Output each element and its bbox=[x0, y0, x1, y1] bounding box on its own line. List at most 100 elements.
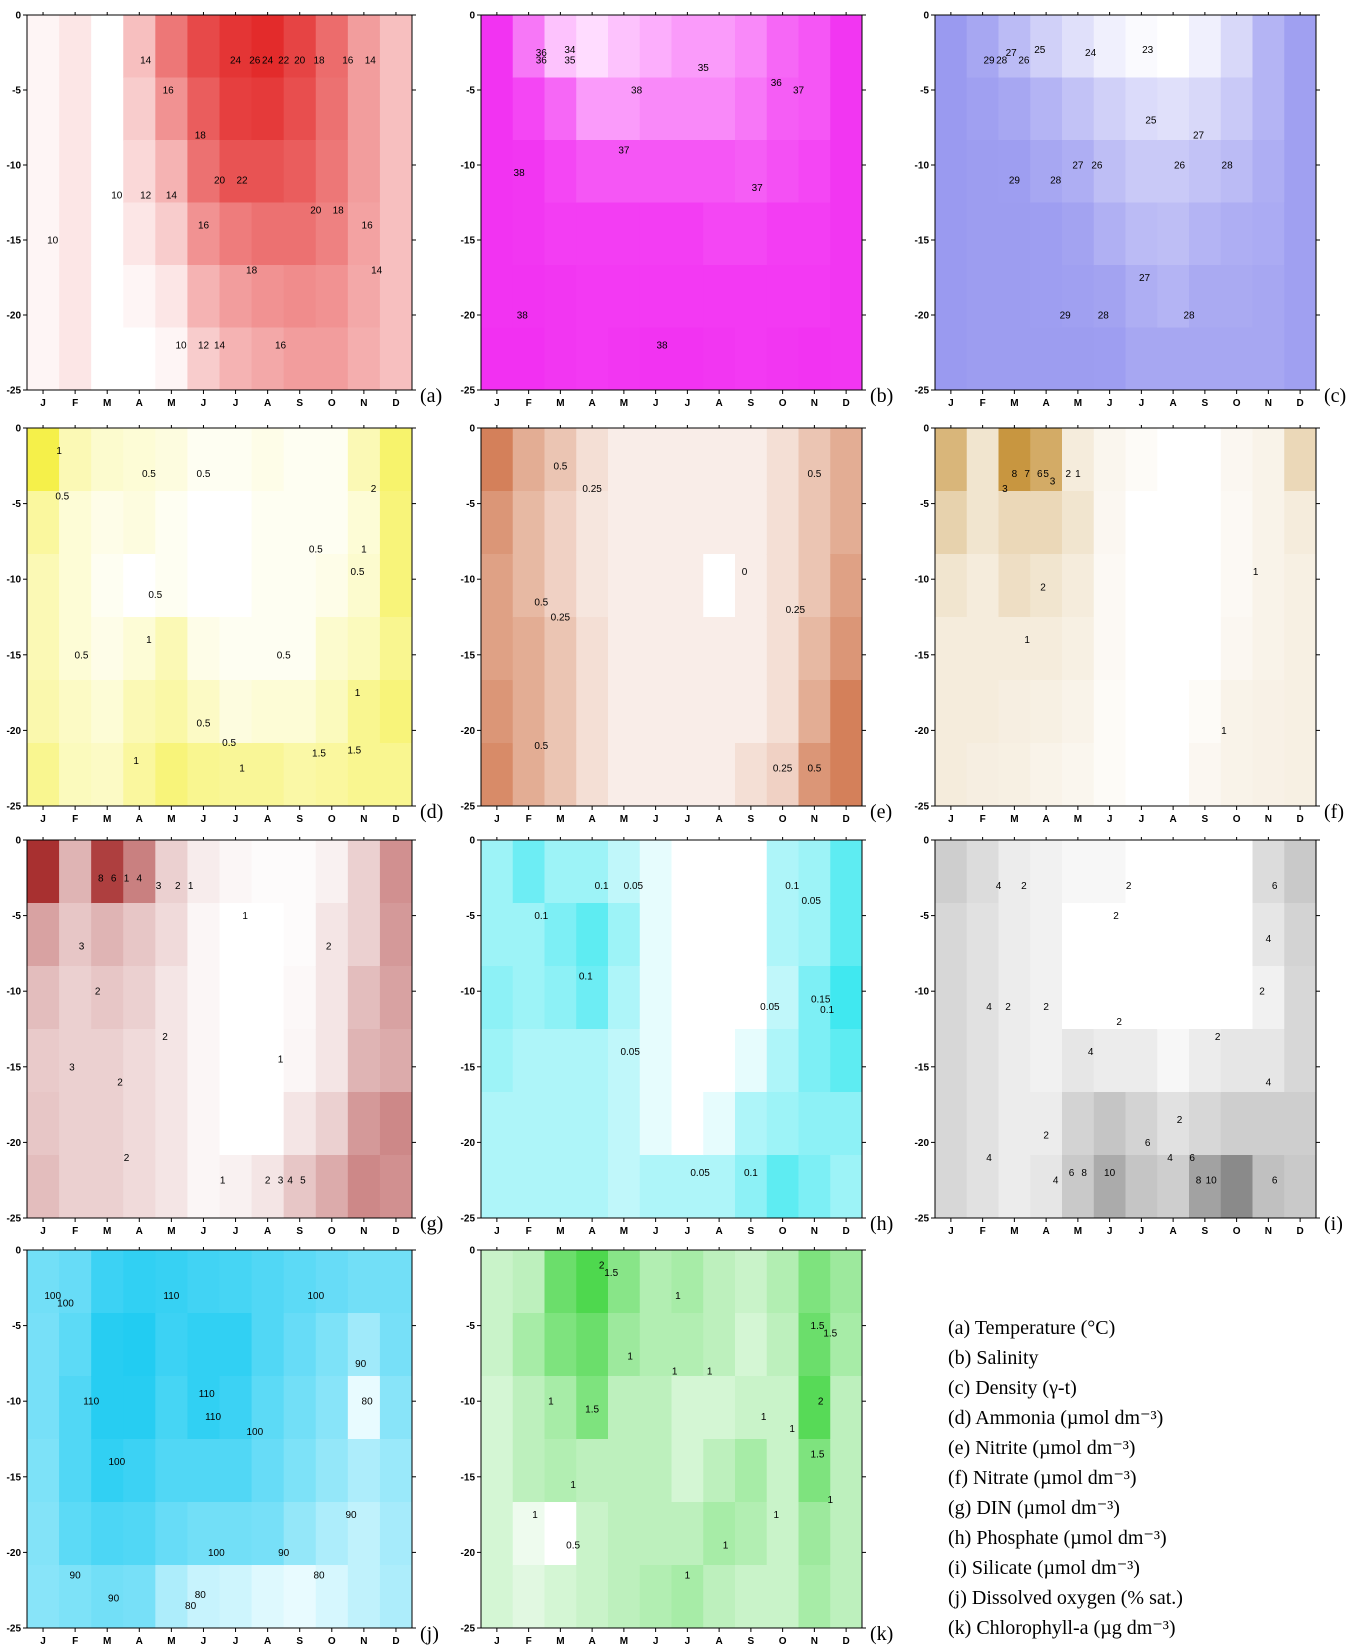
heatmap-cell bbox=[27, 491, 60, 555]
heatmap-cell bbox=[27, 15, 60, 79]
heatmap-cell bbox=[576, 491, 609, 555]
x-tick-label: M bbox=[556, 1636, 564, 1647]
heatmap-cell bbox=[187, 1565, 221, 1628]
heatmap-cell bbox=[966, 1029, 1000, 1093]
heatmap-cell bbox=[830, 680, 862, 744]
heatmap-cell bbox=[1157, 202, 1190, 266]
heatmap-cell bbox=[671, 840, 704, 904]
heatmap-cell bbox=[671, 77, 704, 141]
y-tick-label: 0 bbox=[469, 11, 475, 22]
heatmap-cell bbox=[155, 680, 189, 744]
heatmap-cell bbox=[576, 903, 609, 967]
contour-label: 1.5 bbox=[811, 1450, 825, 1461]
heatmap-cell bbox=[219, 903, 253, 967]
x-tick-label: S bbox=[748, 1226, 755, 1237]
heatmap-cell bbox=[935, 140, 968, 204]
heatmap-cell bbox=[27, 1565, 60, 1628]
heatmap-cell bbox=[187, 680, 221, 744]
contour-label: 110 bbox=[163, 1291, 179, 1302]
heatmap-cell bbox=[27, 1502, 60, 1566]
heatmap-cell bbox=[703, 1092, 736, 1156]
y-tick-label: -20 bbox=[461, 1548, 476, 1559]
heatmap-cell bbox=[798, 428, 831, 492]
heatmap-cell bbox=[91, 743, 124, 806]
heatmap-cell bbox=[155, 1092, 189, 1156]
heatmap-cell bbox=[219, 1155, 253, 1218]
contour-label: 37 bbox=[618, 146, 630, 157]
contour-label: 0.25 bbox=[786, 605, 806, 616]
heatmap-cell bbox=[766, 140, 800, 204]
heatmap-cell bbox=[1220, 140, 1254, 204]
y-tick-label: -5 bbox=[920, 911, 929, 922]
heatmap-cell bbox=[1189, 680, 1222, 744]
heatmap-cell bbox=[1189, 840, 1222, 904]
heatmap-cell bbox=[379, 1439, 412, 1503]
heatmap-cell bbox=[219, 1250, 253, 1314]
contour-label: 1 bbox=[570, 1480, 576, 1491]
heatmap-cell bbox=[1284, 15, 1316, 79]
contour-label: 1 bbox=[532, 1510, 538, 1521]
y-tick-label: -25 bbox=[7, 802, 22, 813]
y-tick-label: -15 bbox=[461, 1062, 476, 1073]
heatmap-cell bbox=[1030, 202, 1063, 266]
panel-label: (k) bbox=[870, 1623, 893, 1645]
plot-frame bbox=[934, 839, 1317, 1219]
y-tick-label: 0 bbox=[15, 836, 21, 847]
heatmap-cell bbox=[512, 966, 546, 1030]
heatmap-cell bbox=[512, 1029, 546, 1093]
heatmap-cell bbox=[1093, 265, 1127, 329]
heatmap-cell bbox=[639, 1029, 673, 1093]
y-tick-label: -20 bbox=[7, 1548, 22, 1559]
heatmap-cell bbox=[283, 491, 317, 555]
heatmap-cell bbox=[512, 680, 546, 744]
x-tick-label: S bbox=[296, 1226, 303, 1237]
x-tick-label: A bbox=[136, 814, 143, 825]
heatmap-cell bbox=[1252, 1029, 1285, 1093]
heatmap-cell bbox=[155, 428, 189, 492]
heatmap-cell bbox=[187, 840, 221, 904]
contour-label: 1 bbox=[1075, 469, 1081, 480]
heatmap-cell bbox=[315, 1439, 349, 1503]
contour-label: 6 bbox=[111, 873, 117, 884]
contour-label: 1 bbox=[56, 446, 62, 457]
legend-entry-a: (a) Temperature (°C) bbox=[948, 1317, 1116, 1339]
heatmap-cell bbox=[155, 1313, 189, 1377]
heatmap-cell bbox=[379, 327, 412, 390]
heatmap-cell bbox=[703, 202, 736, 266]
heatmap-cell bbox=[639, 327, 673, 390]
contour-label: 0.5 bbox=[197, 469, 211, 480]
heatmap-cell bbox=[735, 202, 768, 266]
x-tick-label: F bbox=[526, 398, 532, 409]
heatmap-cell bbox=[251, 265, 285, 329]
x-tick-label: A bbox=[264, 814, 271, 825]
heatmap-cell bbox=[481, 743, 514, 806]
contour-label: 3 bbox=[278, 1176, 284, 1187]
x-tick-label: F bbox=[72, 1636, 78, 1647]
heatmap-cell bbox=[187, 491, 221, 555]
panel-b: J F M A M J J A S O N D0-5-10-15-20-253636343535383… bbox=[461, 11, 894, 410]
x-tick-label: J bbox=[1107, 398, 1113, 409]
x-tick-label: M bbox=[1010, 1226, 1018, 1237]
x-tick-label: M bbox=[167, 814, 175, 825]
heatmap-cell bbox=[1062, 554, 1095, 618]
heatmap-cell bbox=[315, 1250, 349, 1314]
heatmap-cell bbox=[966, 491, 1000, 555]
x-tick-label: J bbox=[201, 1226, 207, 1237]
y-tick-label: -20 bbox=[7, 1138, 22, 1149]
heatmap-cell bbox=[1125, 265, 1158, 329]
contour-label: 12 bbox=[198, 341, 210, 352]
heatmap-cell bbox=[639, 15, 673, 79]
x-tick-label: A bbox=[136, 1226, 143, 1237]
contour-label: 4 bbox=[1266, 934, 1272, 945]
heatmap-cell bbox=[283, 140, 317, 204]
heatmap-cell bbox=[27, 743, 60, 806]
heatmap-cell bbox=[1284, 327, 1316, 390]
heatmap-cell bbox=[1157, 1092, 1190, 1156]
contour-label: 25 bbox=[1034, 45, 1046, 56]
contour-label: 1 bbox=[761, 1412, 767, 1423]
contour-label: 0.5 bbox=[807, 469, 821, 480]
heatmap-cell bbox=[379, 743, 412, 806]
contour-label: 8 bbox=[1012, 469, 1018, 480]
panel-label: (g) bbox=[420, 1213, 443, 1235]
heatmap-cell bbox=[1189, 491, 1222, 555]
